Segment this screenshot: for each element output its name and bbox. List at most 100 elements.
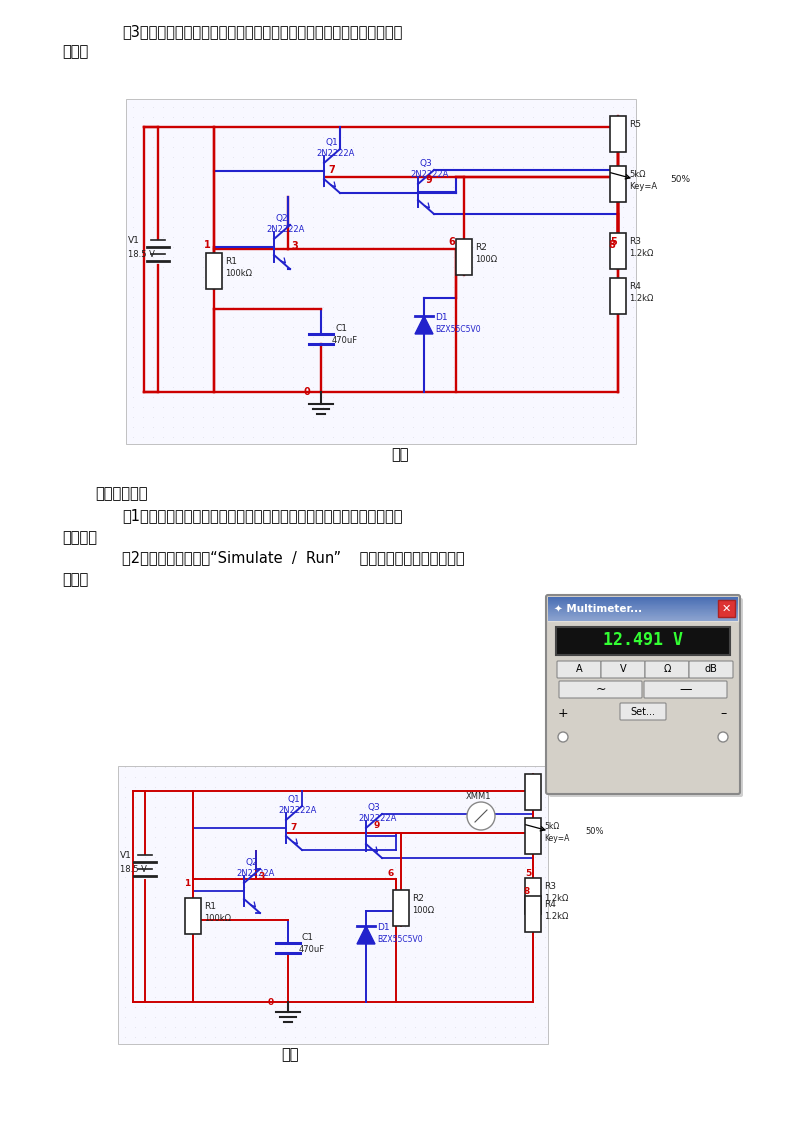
Text: 5: 5 [525,869,531,878]
Bar [718,600,735,617]
Text: Key=A: Key=A [629,182,657,191]
Text: 50%: 50% [670,175,690,185]
Bar [118,766,548,1044]
Text: 5kΩ: 5kΩ [544,822,559,831]
Bar [610,278,626,314]
Bar [525,878,541,914]
Bar [206,252,222,289]
Text: 9: 9 [426,175,433,185]
Bar [393,890,409,926]
Text: 100Ω: 100Ω [475,255,497,264]
Bar [525,774,541,811]
Text: A: A [576,664,582,675]
Text: 1.2kΩ: 1.2kΩ [544,894,568,903]
Circle shape [718,732,728,741]
Text: 3: 3 [258,872,264,881]
Text: 1.2kΩ: 1.2kΩ [629,249,654,258]
Text: 所示．: 所示． [62,44,88,59]
Text: Q2: Q2 [276,214,289,223]
FancyBboxPatch shape [644,681,727,698]
Text: 50%: 50% [585,827,603,837]
FancyBboxPatch shape [645,661,689,678]
Text: 图１: 图１ [391,447,409,462]
Text: 2N2222A: 2N2222A [266,225,304,234]
Text: R4: R4 [544,900,556,909]
Text: 1: 1 [184,880,190,887]
Text: dB: dB [705,664,718,675]
Text: R3: R3 [629,237,641,246]
Bar [610,115,626,152]
Text: 2N2222A: 2N2222A [316,149,354,158]
Text: 100Ω: 100Ω [412,906,434,915]
Text: C1: C1 [335,324,347,333]
FancyBboxPatch shape [546,595,740,794]
Text: 0: 0 [268,998,274,1007]
Text: 图２: 图２ [282,1047,298,1062]
Text: –: – [720,708,726,720]
Text: （3）．放置元件．从相应的元件库选取元件并连线．画完的电路如图１: （3）．放置元件．从相应的元件库选取元件并连线．画完的电路如图１ [122,24,402,38]
Text: 2N2222A: 2N2222A [278,806,316,815]
Text: 所示．: 所示． [62,572,88,588]
Text: Q1: Q1 [326,138,338,147]
Text: ✕: ✕ [722,604,730,614]
Text: ２．仿真分析: ２．仿真分析 [95,486,147,501]
Text: XMM1: XMM1 [466,792,491,801]
Text: R2: R2 [412,894,424,903]
Text: 5: 5 [610,237,617,247]
Text: V: V [620,664,626,675]
Text: ✦ Multimeter...: ✦ Multimeter... [554,604,642,614]
Text: 3: 3 [291,241,298,251]
Text: 2N2222A: 2N2222A [358,814,396,823]
Bar [610,233,626,269]
Text: D1: D1 [377,923,390,932]
Text: +: + [558,708,569,720]
Text: Key=A: Key=A [544,834,570,843]
Text: 0: 0 [304,387,310,397]
Text: Q2: Q2 [246,858,258,867]
Text: D1: D1 [435,314,448,321]
Text: R4: R4 [629,282,641,291]
Text: 100kΩ: 100kΩ [225,269,252,278]
Text: 1: 1 [204,240,210,250]
Text: BZX55C5V0: BZX55C5V0 [377,935,422,944]
Text: 7: 7 [328,165,334,175]
Text: 8: 8 [608,240,615,250]
Text: 7: 7 [290,823,296,832]
Text: R5: R5 [629,120,641,129]
Text: （1）．在仗器工具栏选择万用表并与原理图连接，打开万用表界面如图: （1）．在仗器工具栏选择万用表并与原理图连接，打开万用表界面如图 [122,508,402,523]
Text: 12.491 V: 12.491 V [603,631,683,649]
Bar [185,898,201,934]
Text: 2N2222A: 2N2222A [236,869,274,878]
Text: 8: 8 [523,887,530,897]
FancyBboxPatch shape [601,661,645,678]
Text: Q3: Q3 [420,158,433,168]
Text: V1: V1 [128,235,140,245]
Text: 5kΩ: 5kΩ [629,170,646,179]
Text: 2N2222A: 2N2222A [410,170,448,179]
Polygon shape [415,316,433,334]
Text: Set...: Set... [630,708,655,717]
Text: 18.5 V: 18.5 V [128,250,155,259]
FancyBboxPatch shape [620,703,666,720]
Text: V1: V1 [120,851,132,860]
Text: —: — [679,683,692,696]
FancyBboxPatch shape [557,661,601,678]
Text: R1: R1 [225,257,237,266]
Text: 470uF: 470uF [299,945,325,954]
Text: 470uF: 470uF [332,336,358,345]
Text: ~: ~ [595,683,606,696]
Text: 9: 9 [373,821,379,830]
Text: R2: R2 [475,243,487,252]
Text: 6: 6 [388,869,394,878]
Bar [548,597,738,621]
Text: C1: C1 [302,933,314,942]
FancyBboxPatch shape [549,598,743,797]
Circle shape [467,801,495,830]
Circle shape [558,732,568,741]
Text: 100kΩ: 100kΩ [204,914,231,923]
Bar [610,166,626,201]
FancyBboxPatch shape [689,661,733,678]
Text: Ω: Ω [663,664,670,675]
Text: R5: R5 [544,778,556,787]
Bar [456,239,472,275]
